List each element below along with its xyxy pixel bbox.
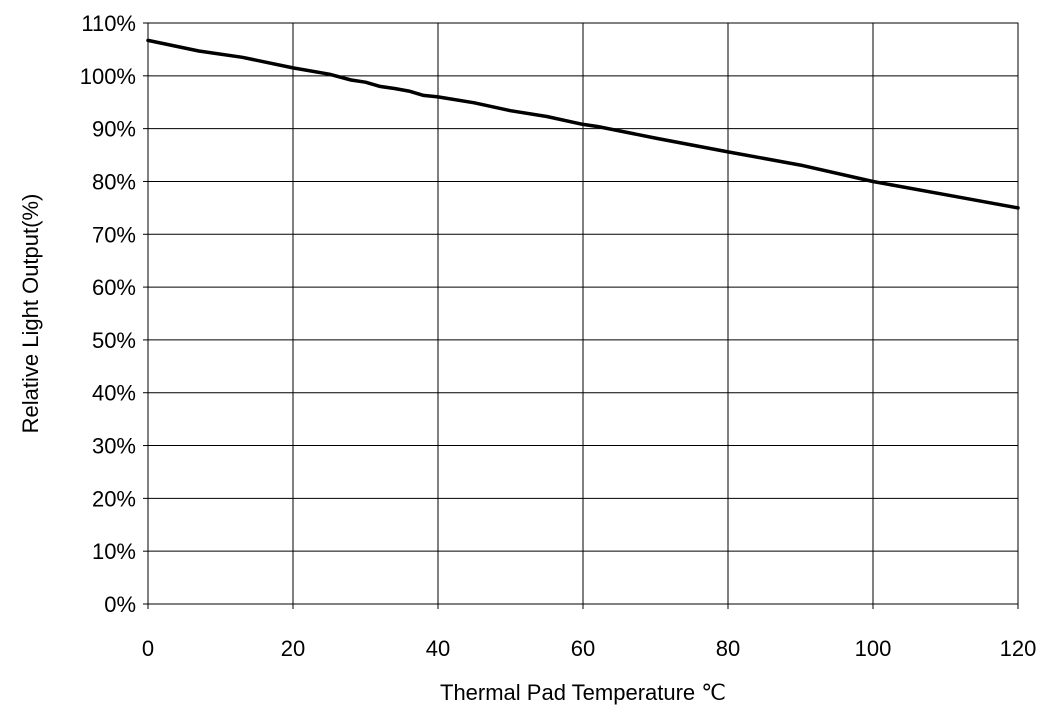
x-tick-label: 100	[855, 636, 892, 661]
x-tick-label: 60	[571, 636, 595, 661]
y-tick-label: 50%	[92, 328, 136, 353]
x-axis-ticks: 0 20 40 60 80 100 120	[142, 604, 1036, 661]
y-tick-label: 80%	[92, 169, 136, 194]
y-tick-label: 20%	[92, 486, 136, 511]
x-tick-label: 0	[142, 636, 154, 661]
y-axis-ticks: 0% 10% 20% 30% 40% 50% 60% 70% 80% 90% 100% 110%	[80, 11, 148, 617]
y-tick-label: 110%	[81, 11, 136, 36]
grid-lines	[148, 23, 1018, 604]
x-tick-label: 120	[1000, 636, 1037, 661]
y-tick-label: 60%	[92, 275, 136, 300]
y-tick-label: 40%	[92, 381, 136, 406]
y-tick-label: 10%	[92, 539, 136, 564]
y-tick-label: 70%	[92, 222, 136, 247]
y-tick-label: 0%	[104, 592, 136, 617]
series-group	[146, 38, 1020, 210]
x-axis-title: Thermal Pad Temperature ℃	[440, 680, 726, 705]
x-tick-label: 80	[716, 636, 740, 661]
y-tick-label: 100%	[80, 64, 136, 89]
y-tick-label: 30%	[92, 434, 136, 459]
y-tick-label: 90%	[92, 117, 136, 142]
x-tick-label: 20	[281, 636, 305, 661]
series-line-0	[146, 38, 1020, 210]
y-axis-title: Relative Light Output(%)	[18, 194, 43, 434]
x-tick-label: 40	[426, 636, 450, 661]
